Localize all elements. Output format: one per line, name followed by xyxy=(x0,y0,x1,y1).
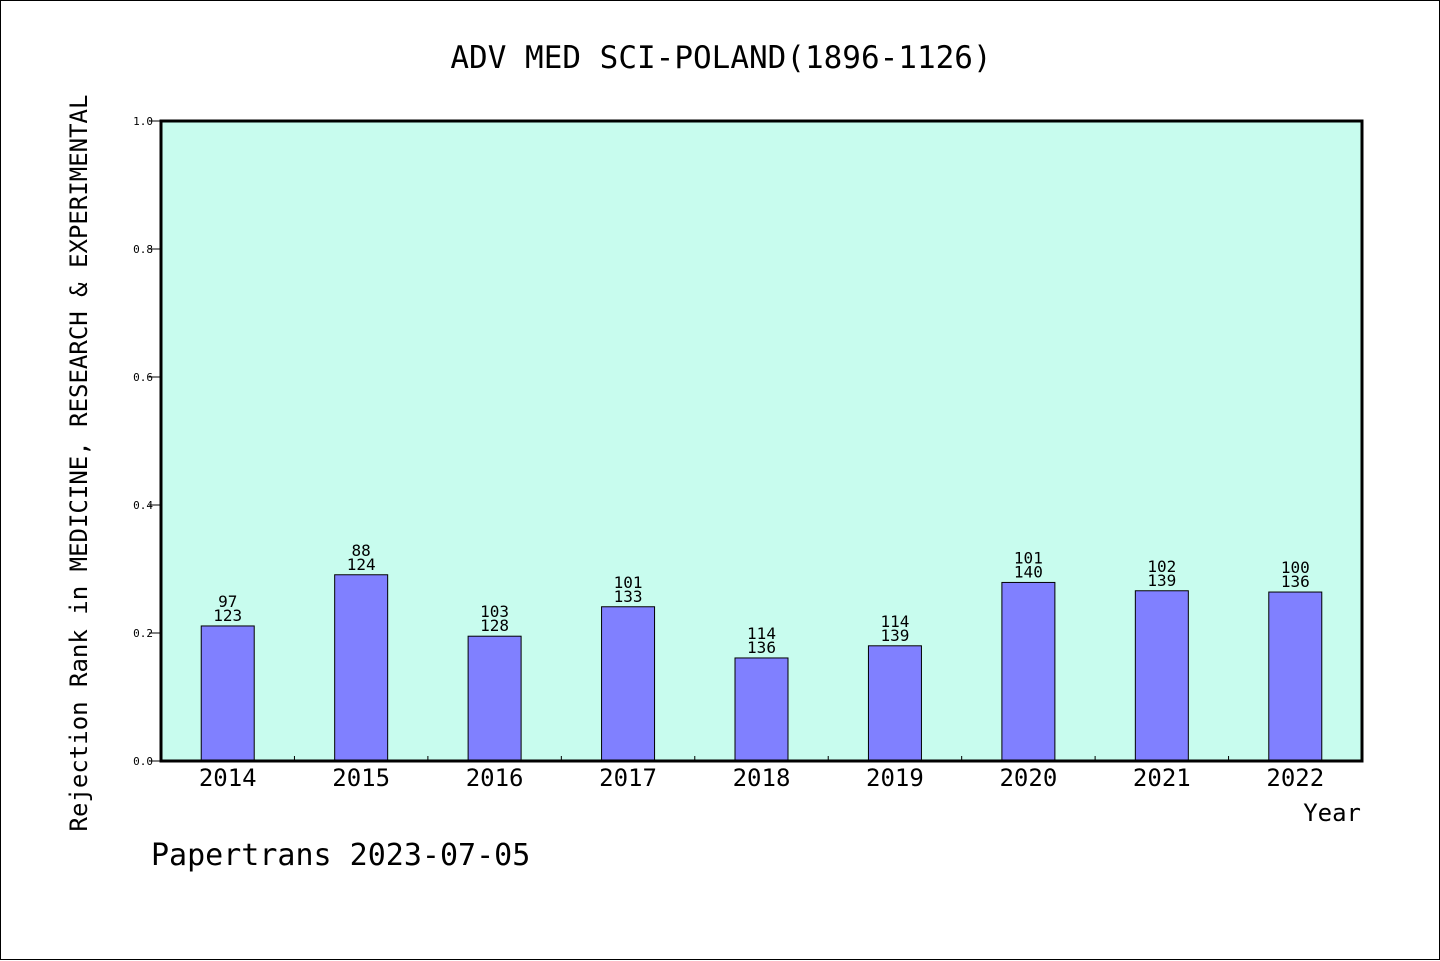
data-label-top: 114 xyxy=(747,624,776,643)
x-tick-label: 2014 xyxy=(199,764,257,792)
data-label-bottom: 124 xyxy=(347,555,376,574)
y-tick-label: 0.0 xyxy=(133,755,153,768)
x-tick-label: 2019 xyxy=(866,764,924,792)
x-axis-label: Year xyxy=(1303,799,1361,827)
y-axis: 0.0 0.2 0.4 0.6 0.8 1.0 xyxy=(133,115,161,768)
data-label-top: 114 xyxy=(880,612,909,631)
x-tick-label: 2018 xyxy=(733,764,791,792)
x-tick-label: 2017 xyxy=(599,764,657,792)
x-tick-label: 2022 xyxy=(1266,764,1324,792)
data-label-bottom: 136 xyxy=(747,638,776,657)
data-label-bottom: 140 xyxy=(1014,562,1043,581)
y-tick-label: 0.4 xyxy=(133,499,153,512)
data-label-bottom: 139 xyxy=(880,626,909,645)
bar xyxy=(1268,591,1323,762)
data-label-top: 97 xyxy=(218,592,237,611)
y-axis-label: Rejection Rank in MEDICINE, RESEARCH & E… xyxy=(65,95,93,832)
y-tick-label: 0.8 xyxy=(133,243,153,256)
data-label-top: 102 xyxy=(1147,557,1176,576)
bar xyxy=(200,625,255,762)
plot-frame xyxy=(159,119,1364,763)
data-label-top: 101 xyxy=(614,573,643,592)
data-label-bottom: 139 xyxy=(1147,571,1176,590)
bars-group xyxy=(200,574,1323,762)
y-tick-label: 0.6 xyxy=(133,371,153,384)
data-label-bottom: 123 xyxy=(213,606,242,625)
bar xyxy=(867,645,922,762)
x-axis: 2014 2015 2016 2017 2018 2019 2020 2021 2022 xyxy=(199,756,1324,792)
data-label-top: 88 xyxy=(352,541,371,560)
footer-stamp: Papertrans 2023-07-05 xyxy=(151,838,530,873)
x-tick-label: 2015 xyxy=(332,764,390,792)
bar xyxy=(734,657,789,762)
bar xyxy=(1134,590,1189,762)
y-tick-label: 1.0 xyxy=(133,115,153,128)
bar xyxy=(1001,581,1056,762)
x-tick-label: 2020 xyxy=(999,764,1057,792)
x-tick-label: 2021 xyxy=(1133,764,1191,792)
data-label-bottom: 128 xyxy=(480,616,509,635)
data-label-top: 101 xyxy=(1014,548,1043,567)
x-tick-label: 2016 xyxy=(466,764,524,792)
data-label-bottom: 136 xyxy=(1281,572,1310,591)
data-label-top: 103 xyxy=(480,602,509,621)
y-tick-label: 0.2 xyxy=(133,627,153,640)
bar xyxy=(334,574,389,762)
chart-title: ADV MED SCI-POLAND(1896-1126) xyxy=(450,40,991,76)
bar xyxy=(601,606,656,762)
data-labels-group: 9712388124103128101133114136114139101140… xyxy=(213,541,1309,657)
data-label-bottom: 133 xyxy=(614,587,643,606)
data-label-top: 100 xyxy=(1281,558,1310,577)
bar xyxy=(467,635,522,762)
